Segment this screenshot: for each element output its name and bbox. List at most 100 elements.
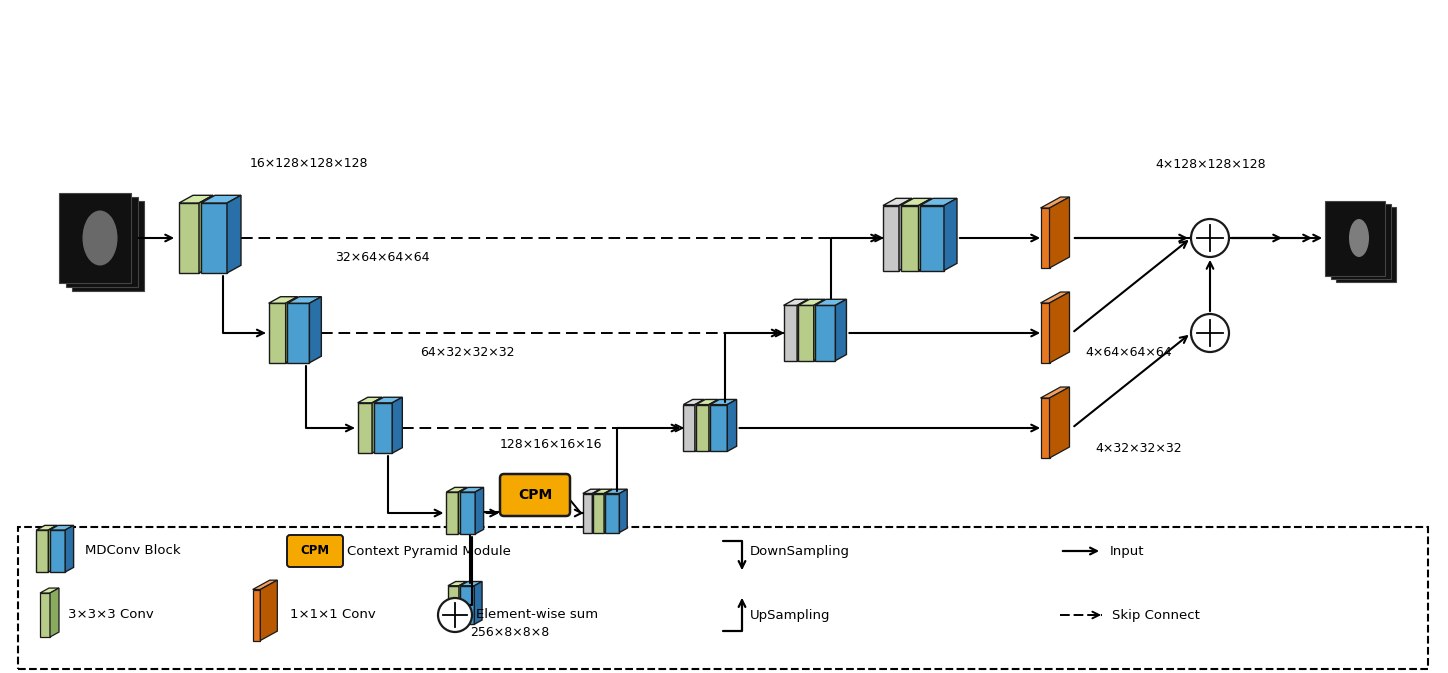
Polygon shape — [65, 197, 138, 287]
Polygon shape — [918, 199, 931, 271]
Polygon shape — [285, 297, 297, 363]
Polygon shape — [1041, 303, 1050, 363]
Text: 1×1×1 Conv: 1×1×1 Conv — [290, 608, 375, 621]
Polygon shape — [252, 590, 261, 641]
Polygon shape — [605, 489, 627, 493]
Polygon shape — [1050, 292, 1070, 363]
Polygon shape — [459, 487, 466, 534]
Polygon shape — [460, 581, 482, 586]
Polygon shape — [198, 195, 213, 273]
Text: 4×32×32×32: 4×32×32×32 — [1095, 441, 1182, 454]
Polygon shape — [447, 586, 459, 625]
Polygon shape — [36, 526, 56, 530]
Polygon shape — [594, 493, 604, 532]
Polygon shape — [815, 299, 847, 306]
Polygon shape — [36, 530, 48, 572]
FancyBboxPatch shape — [287, 535, 343, 567]
Circle shape — [437, 598, 472, 632]
Text: Element-wise sum: Element-wise sum — [476, 608, 598, 621]
Text: 3×3×3 Conv: 3×3×3 Conv — [68, 608, 153, 621]
Ellipse shape — [1350, 219, 1368, 257]
Polygon shape — [620, 489, 627, 532]
Polygon shape — [49, 530, 65, 572]
Polygon shape — [1337, 207, 1396, 282]
Polygon shape — [582, 489, 601, 493]
Polygon shape — [944, 199, 957, 271]
FancyBboxPatch shape — [17, 527, 1428, 669]
Polygon shape — [695, 400, 704, 452]
Polygon shape — [1041, 292, 1070, 303]
Polygon shape — [261, 580, 278, 641]
Polygon shape — [374, 403, 392, 453]
Polygon shape — [72, 201, 143, 291]
Text: 256×8×8×8: 256×8×8×8 — [471, 627, 549, 639]
Polygon shape — [683, 404, 695, 452]
Polygon shape — [1041, 197, 1070, 208]
Polygon shape — [201, 203, 227, 273]
Polygon shape — [814, 299, 825, 361]
Polygon shape — [310, 297, 321, 363]
Polygon shape — [269, 304, 285, 363]
Polygon shape — [727, 400, 737, 452]
Polygon shape — [459, 581, 466, 625]
Text: MDConv Block: MDConv Block — [85, 544, 181, 557]
Text: Skip Connect: Skip Connect — [1112, 608, 1200, 621]
Polygon shape — [901, 205, 918, 271]
Polygon shape — [227, 195, 240, 273]
Circle shape — [1192, 314, 1229, 352]
Polygon shape — [683, 400, 704, 404]
Polygon shape — [392, 397, 403, 453]
Text: UpSampling: UpSampling — [750, 608, 831, 621]
Polygon shape — [798, 299, 808, 361]
Polygon shape — [41, 588, 59, 593]
Polygon shape — [592, 489, 601, 532]
Polygon shape — [460, 586, 475, 625]
Circle shape — [1192, 219, 1229, 257]
Polygon shape — [49, 526, 74, 530]
Polygon shape — [287, 297, 321, 304]
Polygon shape — [1041, 208, 1050, 268]
Polygon shape — [180, 203, 198, 273]
Polygon shape — [201, 195, 240, 203]
Polygon shape — [1041, 387, 1070, 398]
Polygon shape — [696, 400, 718, 404]
Polygon shape — [48, 526, 56, 572]
Polygon shape — [919, 205, 944, 271]
Polygon shape — [1041, 398, 1050, 458]
Polygon shape — [901, 199, 931, 205]
Polygon shape — [372, 397, 382, 453]
Text: 4×64×64×64: 4×64×64×64 — [1085, 347, 1171, 359]
Text: 32×64×64×64: 32×64×64×64 — [334, 252, 430, 264]
Polygon shape — [710, 404, 727, 452]
Polygon shape — [783, 306, 798, 361]
Text: 64×32×32×32: 64×32×32×32 — [420, 347, 514, 359]
Text: 128×16×16×16: 128×16×16×16 — [500, 439, 602, 452]
Polygon shape — [252, 580, 278, 590]
Text: Input: Input — [1111, 544, 1144, 557]
Polygon shape — [710, 400, 718, 452]
Polygon shape — [475, 581, 482, 625]
Polygon shape — [358, 403, 372, 453]
Text: Context Pyramid Module: Context Pyramid Module — [348, 544, 511, 557]
FancyBboxPatch shape — [500, 474, 571, 516]
Polygon shape — [41, 593, 51, 637]
Polygon shape — [459, 487, 484, 492]
Polygon shape — [269, 297, 297, 304]
Polygon shape — [835, 299, 847, 361]
Polygon shape — [883, 199, 912, 205]
Polygon shape — [59, 193, 130, 283]
Polygon shape — [459, 492, 475, 534]
Polygon shape — [783, 299, 808, 306]
Polygon shape — [605, 493, 620, 532]
Polygon shape — [1331, 204, 1390, 279]
Polygon shape — [815, 306, 835, 361]
Polygon shape — [710, 400, 737, 404]
Polygon shape — [446, 492, 459, 534]
Text: CPM: CPM — [518, 488, 552, 502]
Text: 16×128×128×128: 16×128×128×128 — [251, 157, 368, 170]
Polygon shape — [919, 199, 957, 205]
Text: DownSampling: DownSampling — [750, 544, 850, 557]
Polygon shape — [798, 306, 814, 361]
Polygon shape — [883, 205, 899, 271]
Polygon shape — [358, 397, 382, 403]
